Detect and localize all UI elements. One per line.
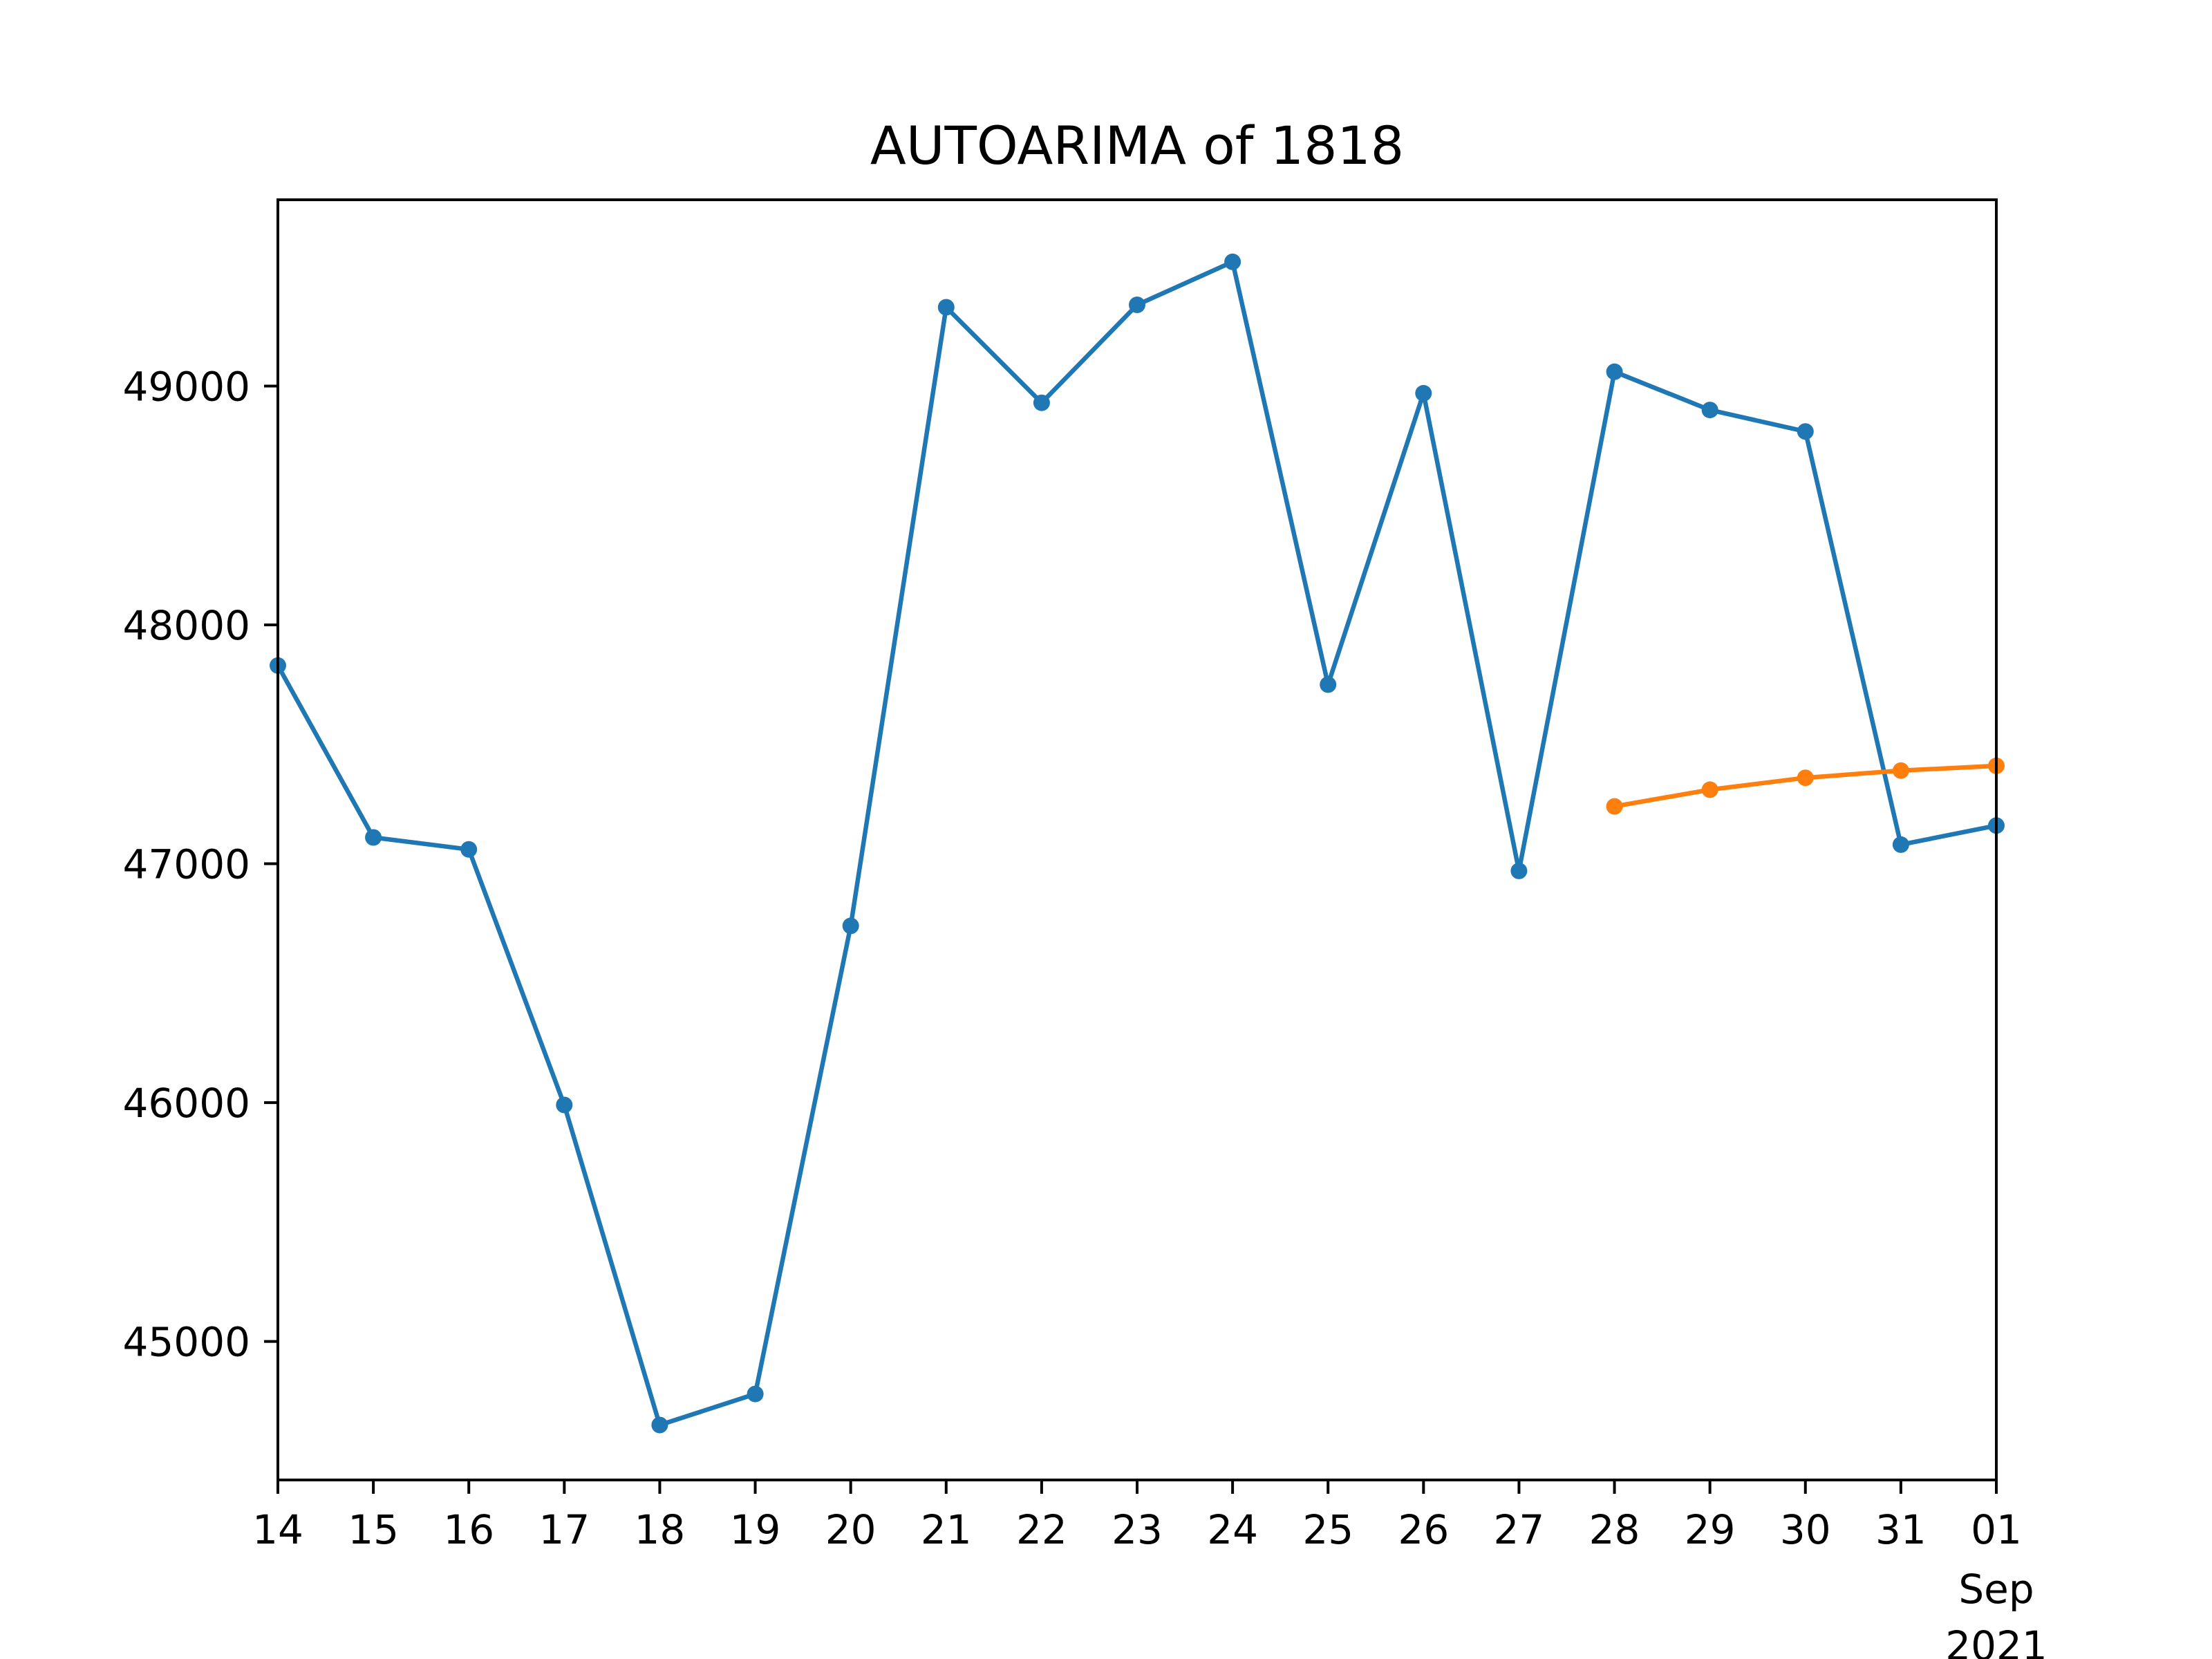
data-point [460, 841, 478, 858]
data-point [651, 1416, 668, 1434]
x-tick-label: 17 [538, 1506, 590, 1553]
x-tick-label: 14 [252, 1506, 303, 1553]
y-tick-label: 45000 [122, 1319, 250, 1366]
x-tick-label: 18 [635, 1506, 686, 1553]
data-point [1510, 862, 1528, 879]
x-tick-label: 27 [1494, 1506, 1545, 1553]
x-axis: 14 15 16 17 18 19 20 21 22 23 24 25 26 27 28 29 30 31 01Se… [252, 1480, 2047, 1659]
x-tick-label: 22 [1016, 1506, 1067, 1553]
plot-frame [276, 198, 1998, 1481]
data-point [365, 829, 382, 846]
data-point [1701, 781, 1718, 798]
data-point [747, 1385, 764, 1403]
data-point [1320, 676, 1337, 693]
data-point [556, 1096, 573, 1114]
x-secondary-label: Sep [1958, 1566, 2034, 1613]
data-point [1606, 363, 1623, 380]
data-point [1033, 394, 1050, 411]
data-point [1129, 297, 1145, 313]
data-point [1892, 836, 1909, 853]
x-tick-label: 19 [730, 1506, 781, 1553]
series-layer [270, 253, 2005, 1434]
data-point [1701, 402, 1718, 419]
x-tick-label: 28 [1589, 1506, 1640, 1553]
data-point [1797, 769, 1814, 787]
chart-title: AUTOARIMA of 1818 [870, 115, 1404, 176]
x-tick-label: 31 [1875, 1506, 1927, 1553]
x-tick-label: 01 [1971, 1506, 2022, 1553]
x-tick-label: 16 [443, 1506, 494, 1553]
data-point [1892, 762, 1909, 779]
x-tick-label: 21 [921, 1506, 972, 1553]
data-point [1606, 798, 1623, 815]
y-tick-label: 48000 [122, 602, 250, 649]
x-tick-label: 30 [1780, 1506, 1831, 1553]
x-tick-label: 23 [1112, 1506, 1163, 1553]
x-tick-label: 29 [1685, 1506, 1736, 1553]
x-tick-label: 20 [825, 1506, 877, 1553]
x-tick-label: 26 [1398, 1506, 1449, 1553]
y-tick-label: 46000 [122, 1080, 250, 1127]
x-tick-label: 25 [1302, 1506, 1353, 1553]
series-line-0 [276, 259, 1997, 1427]
x-tick-label: 15 [348, 1506, 399, 1553]
data-point [842, 917, 859, 935]
x-tick-label: 24 [1207, 1506, 1258, 1553]
data-point [1797, 423, 1814, 440]
data-point [937, 299, 955, 316]
data-point [1224, 253, 1241, 270]
x-secondary-label: 2021 [1945, 1622, 2047, 1659]
y-axis: 45000 46000 47000 48000 49000 [122, 364, 278, 1366]
y-tick-label: 49000 [122, 364, 250, 411]
y-tick-label: 47000 [122, 841, 250, 888]
data-point [1415, 384, 1432, 402]
